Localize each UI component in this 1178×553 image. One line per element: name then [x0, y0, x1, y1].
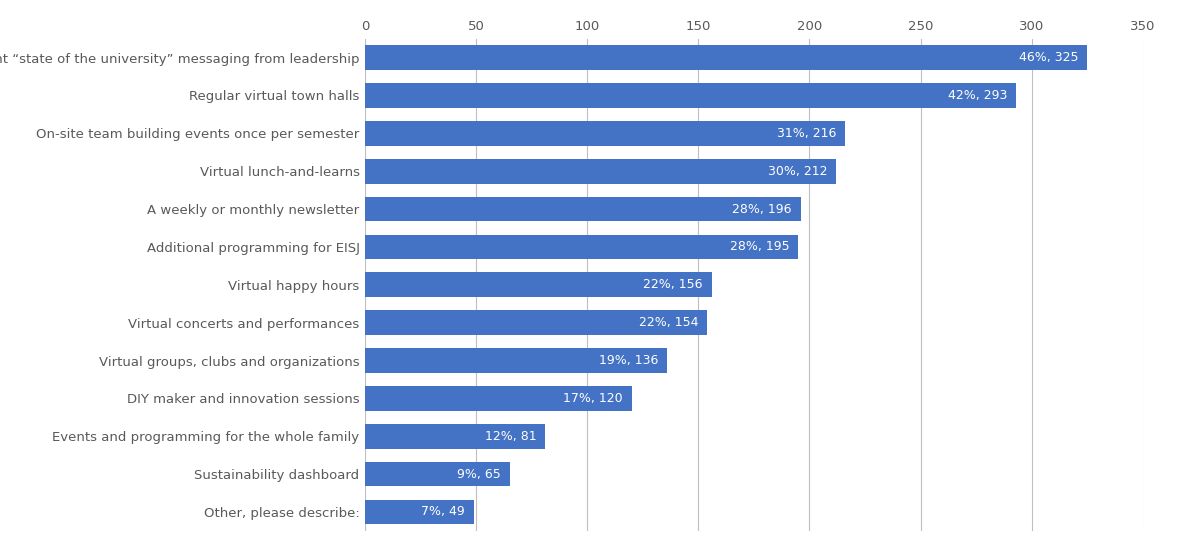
Text: 30%, 212: 30%, 212	[768, 165, 827, 178]
Bar	[365, 462, 510, 487]
Text: 22%, 156: 22%, 156	[643, 278, 703, 291]
Text: 28%, 196: 28%, 196	[733, 202, 792, 216]
Bar	[365, 348, 667, 373]
Bar	[365, 273, 712, 297]
Bar	[365, 386, 631, 411]
Bar	[365, 121, 845, 145]
Bar	[365, 197, 801, 221]
Text: 17%, 120: 17%, 120	[563, 392, 623, 405]
Bar	[365, 234, 799, 259]
Text: 19%, 136: 19%, 136	[600, 354, 659, 367]
Text: 42%, 293: 42%, 293	[948, 89, 1007, 102]
Text: 9%, 65: 9%, 65	[457, 468, 501, 481]
Bar	[365, 500, 474, 524]
Text: 22%, 154: 22%, 154	[638, 316, 699, 329]
Text: 31%, 216: 31%, 216	[776, 127, 836, 140]
Text: 28%, 195: 28%, 195	[730, 241, 789, 253]
Bar	[365, 424, 545, 448]
Text: 12%, 81: 12%, 81	[484, 430, 536, 443]
Bar	[365, 159, 836, 184]
Bar	[365, 83, 1017, 108]
Bar	[365, 310, 707, 335]
Text: 46%, 325: 46%, 325	[1019, 51, 1078, 64]
Bar	[365, 45, 1087, 70]
Text: 7%, 49: 7%, 49	[422, 505, 465, 519]
